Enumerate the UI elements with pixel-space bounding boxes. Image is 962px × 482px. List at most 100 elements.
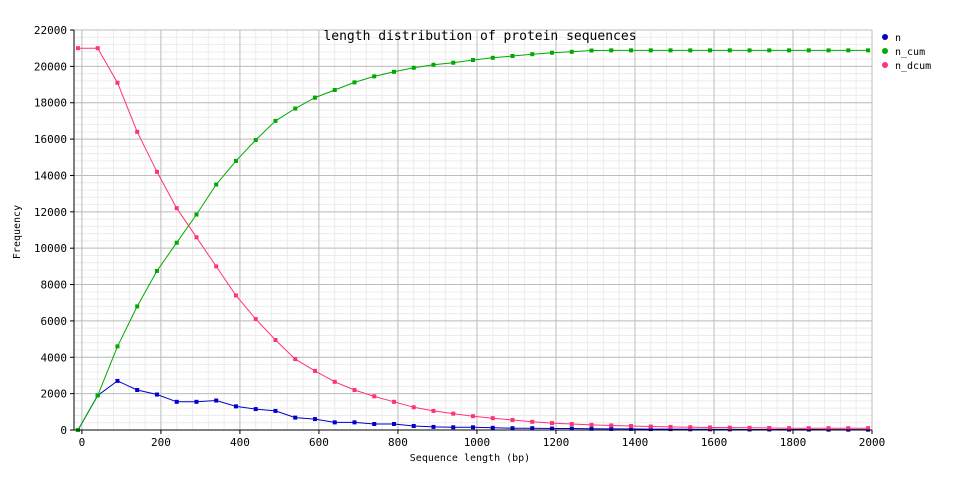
legend-marker-n_cum bbox=[882, 48, 888, 54]
data-point-n_dcum bbox=[312, 368, 317, 373]
data-point-n bbox=[352, 420, 357, 425]
data-point-n bbox=[214, 398, 219, 403]
data-point-n_cum bbox=[154, 268, 159, 273]
data-point-n bbox=[194, 399, 199, 404]
data-point-n bbox=[273, 408, 278, 413]
data-point-n_cum bbox=[589, 48, 594, 53]
data-point-n_dcum bbox=[95, 46, 100, 51]
legend: n n_cum n_dcum bbox=[882, 33, 931, 72]
y-tick-label: 6000 bbox=[41, 315, 68, 328]
y-tick-label: 0 bbox=[60, 424, 67, 437]
data-point-n_cum bbox=[767, 48, 772, 53]
data-point-n_cum bbox=[708, 48, 713, 53]
data-point-n_dcum bbox=[431, 408, 436, 413]
minor-grid bbox=[74, 29, 873, 431]
data-point-n bbox=[372, 422, 377, 426]
data-point-n bbox=[312, 417, 317, 422]
legend-label-n_cum: n_cum bbox=[895, 47, 925, 58]
y-tick-label: 18000 bbox=[34, 97, 67, 110]
data-point-n_cum bbox=[273, 118, 278, 123]
data-point-n_dcum bbox=[135, 129, 140, 134]
x-tick-label: 1600 bbox=[701, 436, 728, 449]
y-tick-label: 12000 bbox=[34, 206, 67, 219]
data-point-n_dcum bbox=[727, 425, 732, 430]
data-point-n_cum bbox=[727, 48, 732, 53]
data-point-n_dcum bbox=[214, 264, 219, 269]
data-point-n_cum bbox=[253, 138, 258, 142]
data-point-n bbox=[431, 424, 436, 429]
data-point-n_dcum bbox=[154, 169, 159, 174]
data-point-n_dcum bbox=[411, 405, 416, 410]
data-point-n bbox=[668, 427, 673, 432]
data-point-n bbox=[332, 420, 337, 425]
data-point-n_dcum bbox=[391, 399, 396, 404]
data-point-n bbox=[451, 425, 456, 430]
data-point-n bbox=[471, 425, 475, 430]
data-point-n bbox=[411, 424, 416, 428]
data-point-n_cum bbox=[194, 212, 199, 217]
x-tick-label: 0 bbox=[79, 436, 86, 449]
data-point-n_cum bbox=[569, 49, 574, 54]
data-point-n_cum bbox=[826, 48, 831, 53]
data-point-n_dcum bbox=[115, 80, 120, 85]
data-point-n bbox=[391, 422, 396, 426]
y-tick-label: 20000 bbox=[34, 60, 67, 73]
data-point-n_dcum bbox=[174, 206, 179, 211]
data-point-n_dcum bbox=[75, 46, 80, 51]
data-point-n bbox=[510, 426, 515, 431]
x-tick-label: 400 bbox=[230, 436, 250, 449]
data-point-n_dcum bbox=[471, 414, 475, 419]
data-point-n bbox=[530, 426, 535, 431]
x-axis-title: Sequence length (bp) bbox=[410, 453, 530, 464]
data-point-n bbox=[154, 392, 159, 397]
data-point-n bbox=[174, 399, 179, 404]
y-tick-label: 16000 bbox=[34, 133, 67, 146]
y-tick-label: 22000 bbox=[34, 24, 67, 37]
legend-marker-n bbox=[882, 34, 888, 40]
data-point-n bbox=[233, 404, 238, 409]
data-point-n_dcum bbox=[569, 422, 574, 426]
x-tick-label: 800 bbox=[388, 436, 408, 449]
data-point-n_cum bbox=[668, 48, 673, 53]
data-point-n_dcum bbox=[708, 425, 713, 430]
data-point-n bbox=[550, 426, 555, 431]
data-point-n_dcum bbox=[806, 426, 811, 431]
x-tick-label: 1400 bbox=[622, 436, 649, 449]
data-point-n_cum bbox=[747, 48, 752, 53]
data-point-n_cum bbox=[866, 48, 871, 53]
data-point-n bbox=[648, 427, 653, 432]
data-point-n_cum bbox=[530, 52, 535, 57]
x-tick-label: 1000 bbox=[464, 436, 491, 449]
y-tick-label: 14000 bbox=[34, 169, 67, 182]
data-point-n_dcum bbox=[609, 423, 614, 428]
x-tick-label: 2000 bbox=[859, 436, 886, 449]
data-point-n_dcum bbox=[787, 426, 792, 431]
data-point-n_cum bbox=[806, 48, 811, 53]
data-point-n_cum bbox=[550, 50, 555, 55]
legend-label-n: n bbox=[895, 33, 901, 44]
data-point-n bbox=[490, 425, 495, 430]
data-point-n_dcum bbox=[629, 424, 634, 428]
data-point-n_dcum bbox=[273, 338, 278, 342]
data-point-n_dcum bbox=[846, 426, 851, 431]
data-point-n_cum bbox=[451, 60, 456, 65]
data-point-n_cum bbox=[293, 106, 298, 111]
data-point-n_cum bbox=[431, 62, 436, 67]
data-point-n_cum bbox=[233, 158, 238, 163]
data-point-n bbox=[115, 378, 120, 383]
data-point-n_cum bbox=[510, 54, 515, 58]
data-point-n bbox=[569, 426, 574, 431]
data-point-n_cum bbox=[648, 48, 653, 53]
data-point-n_dcum bbox=[767, 426, 772, 430]
data-point-n_cum bbox=[312, 95, 317, 100]
y-tick-label: 4000 bbox=[41, 351, 68, 364]
legend-marker-n_dcum bbox=[882, 62, 888, 68]
data-point-n_cum bbox=[115, 344, 120, 349]
data-point-n_dcum bbox=[372, 394, 377, 399]
data-point-n_cum bbox=[372, 74, 377, 79]
data-point-n_dcum bbox=[589, 422, 594, 427]
axis-layer: 0 200 400 600 800 1000 1200 1400 1600 1800 2000020… bbox=[34, 24, 885, 449]
data-point-n_dcum bbox=[747, 425, 752, 430]
data-point-n_cum bbox=[411, 65, 416, 70]
